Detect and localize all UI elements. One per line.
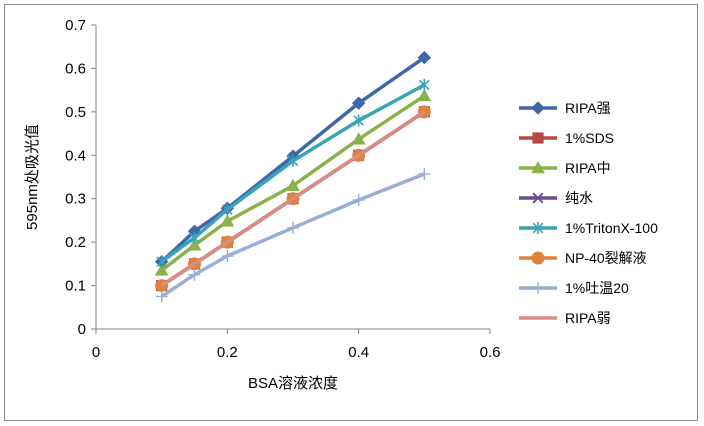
legend-label: 1%吐温20 bbox=[565, 280, 629, 296]
legend-marker bbox=[531, 160, 545, 174]
data-point bbox=[351, 132, 366, 145]
data-point bbox=[418, 78, 430, 91]
y-tick-label: 0.7 bbox=[65, 17, 86, 34]
y-tick-label: 0.5 bbox=[65, 104, 86, 121]
legend-item-7: 1%吐温20 bbox=[519, 280, 629, 296]
legend-label: 1%TritonX-100 bbox=[565, 220, 658, 236]
y-tick-label: 0.6 bbox=[65, 60, 86, 77]
series-line bbox=[160, 56, 426, 263]
legend-label: RIPA弱 bbox=[565, 310, 611, 326]
series-line bbox=[160, 83, 426, 264]
legend-marker bbox=[532, 192, 544, 204]
series-8 bbox=[160, 110, 426, 288]
legend-item-6: NP-40裂解液 bbox=[519, 250, 647, 266]
legend-item-5: 1%TritonX-100 bbox=[519, 220, 658, 236]
data-point bbox=[221, 203, 233, 216]
data-point bbox=[286, 178, 300, 191]
data-point bbox=[287, 154, 299, 167]
legend-label: 1%SDS bbox=[565, 130, 614, 146]
data-point bbox=[155, 290, 168, 303]
legend-item-1: RIPA强 bbox=[519, 100, 611, 116]
y-tick-label: 0.1 bbox=[65, 278, 86, 295]
legend-item-4: 纯水 bbox=[519, 190, 593, 206]
data-point bbox=[221, 250, 234, 263]
data-point bbox=[352, 194, 365, 207]
data-point bbox=[188, 268, 201, 281]
legend-item-8: RIPA弱 bbox=[519, 310, 611, 326]
data-point bbox=[220, 214, 235, 227]
legend-label: RIPA强 bbox=[565, 100, 611, 116]
series-5 bbox=[156, 78, 430, 268]
legend-marker bbox=[532, 282, 544, 294]
series-line bbox=[160, 110, 426, 288]
chart-frame bbox=[4, 4, 698, 421]
x-axis-title: BSA溶液浓度 bbox=[248, 375, 338, 392]
y-tick-label: 0.3 bbox=[65, 191, 86, 208]
x-tick-label: 0.6 bbox=[480, 344, 501, 361]
data-point bbox=[417, 50, 432, 65]
y-tick-label: 0 bbox=[78, 321, 86, 338]
legend-item-2: 1%SDS bbox=[519, 130, 614, 146]
data-point bbox=[287, 221, 299, 234]
legend-label: NP-40裂解液 bbox=[565, 250, 647, 266]
y-tick-label: 0.4 bbox=[65, 147, 86, 164]
series-line bbox=[160, 172, 425, 298]
x-tick-label: 0.2 bbox=[217, 344, 238, 361]
data-point bbox=[353, 114, 365, 127]
data-point bbox=[418, 167, 431, 180]
legend-item-3: RIPA中 bbox=[519, 160, 611, 176]
data-point bbox=[187, 238, 202, 251]
y-axis-title: 595nm处吸光值 bbox=[24, 124, 41, 230]
series-layer bbox=[154, 50, 432, 303]
legend-marker bbox=[531, 101, 545, 115]
axes: 0 0.1 0.2 0.3 0.4 0.5 0.6 0.7 0 0.2 0.4 0.6 bbox=[65, 17, 500, 361]
series-7 bbox=[155, 167, 431, 303]
legend-marker bbox=[532, 132, 544, 144]
legend-marker bbox=[531, 251, 545, 265]
y-tick-label: 0.2 bbox=[65, 234, 86, 251]
legend-label: 纯水 bbox=[565, 190, 593, 206]
legend-marker bbox=[532, 222, 544, 234]
data-point bbox=[154, 263, 169, 276]
data-point bbox=[417, 88, 432, 102]
legend-label: RIPA中 bbox=[565, 160, 611, 176]
data-point bbox=[156, 255, 168, 268]
data-point bbox=[351, 96, 366, 110]
x-tick-label: 0.4 bbox=[348, 344, 369, 361]
data-point bbox=[189, 231, 200, 244]
series-3 bbox=[154, 88, 432, 276]
x-tick-label: 0 bbox=[92, 344, 100, 361]
